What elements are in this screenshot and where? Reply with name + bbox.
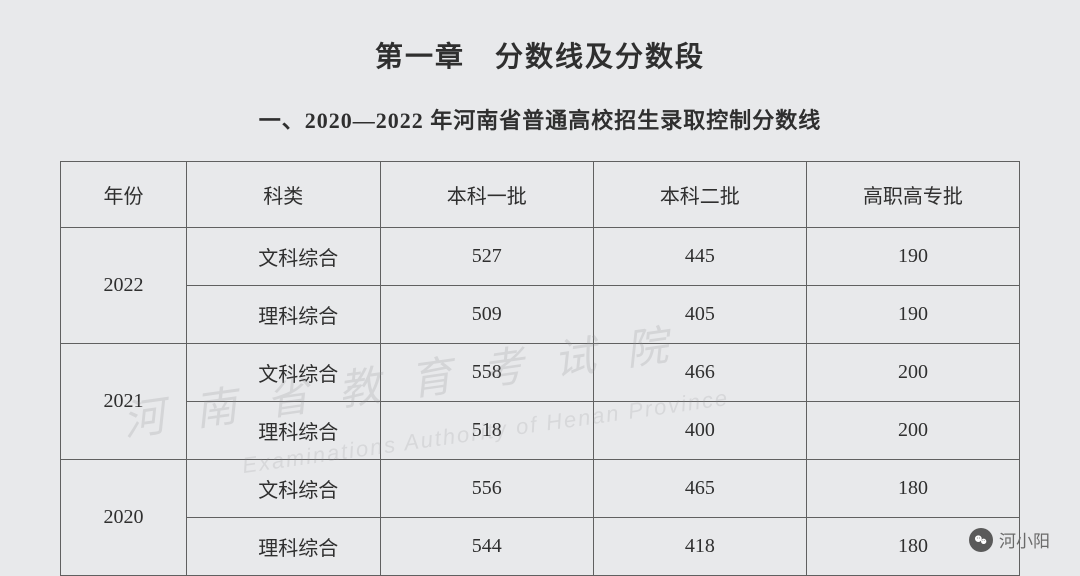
header-subject: 科类 bbox=[186, 162, 380, 228]
cell-vocational: 190 bbox=[806, 228, 1019, 286]
cell-year: 2022 bbox=[61, 228, 187, 344]
cell-vocational: 190 bbox=[806, 286, 1019, 344]
table-row: 2022 文科综合 527 445 190 bbox=[61, 228, 1020, 286]
cell-batch2: 405 bbox=[593, 286, 806, 344]
cell-year: 2020 bbox=[61, 460, 187, 576]
chapter-title: 第一章 分数线及分数段 bbox=[60, 35, 1020, 75]
wechat-badge: 河小阳 bbox=[969, 527, 1050, 552]
cell-batch2: 465 bbox=[593, 460, 806, 518]
table-row: 理科综合 509 405 190 bbox=[61, 286, 1020, 344]
cell-batch2: 466 bbox=[593, 344, 806, 402]
section-title: 一、2020—2022 年河南省普通高校招生录取控制分数线 bbox=[60, 103, 1020, 135]
cell-subject: 理科综合 bbox=[186, 402, 380, 460]
header-vocational: 高职高专批 bbox=[806, 162, 1019, 228]
cell-vocational: 200 bbox=[806, 344, 1019, 402]
cell-batch1: 509 bbox=[380, 286, 593, 344]
header-year: 年份 bbox=[61, 162, 187, 228]
cell-batch1: 558 bbox=[380, 344, 593, 402]
cell-batch1: 544 bbox=[380, 518, 593, 576]
cell-batch2: 400 bbox=[593, 402, 806, 460]
cell-batch2: 418 bbox=[593, 518, 806, 576]
wechat-account-name: 河小阳 bbox=[999, 527, 1050, 552]
cell-subject: 理科综合 bbox=[186, 286, 380, 344]
wechat-icon bbox=[969, 528, 993, 552]
table-row: 2021 文科综合 558 466 200 bbox=[61, 344, 1020, 402]
cell-subject: 文科综合 bbox=[186, 228, 380, 286]
cell-subject: 理科综合 bbox=[186, 518, 380, 576]
cell-batch1: 527 bbox=[380, 228, 593, 286]
cell-vocational: 180 bbox=[806, 460, 1019, 518]
cell-year: 2021 bbox=[61, 344, 187, 460]
cell-vocational: 200 bbox=[806, 402, 1019, 460]
cell-batch1: 556 bbox=[380, 460, 593, 518]
table-row: 理科综合 544 418 180 bbox=[61, 518, 1020, 576]
table-row: 理科综合 518 400 200 bbox=[61, 402, 1020, 460]
header-batch1: 本科一批 bbox=[380, 162, 593, 228]
score-table: 年份 科类 本科一批 本科二批 高职高专批 2022 文科综合 527 445 … bbox=[60, 161, 1020, 576]
cell-subject: 文科综合 bbox=[186, 460, 380, 518]
cell-batch2: 445 bbox=[593, 228, 806, 286]
header-batch2: 本科二批 bbox=[593, 162, 806, 228]
table-row: 2020 文科综合 556 465 180 bbox=[61, 460, 1020, 518]
table-header-row: 年份 科类 本科一批 本科二批 高职高专批 bbox=[61, 162, 1020, 228]
cell-subject: 文科综合 bbox=[186, 344, 380, 402]
cell-batch1: 518 bbox=[380, 402, 593, 460]
